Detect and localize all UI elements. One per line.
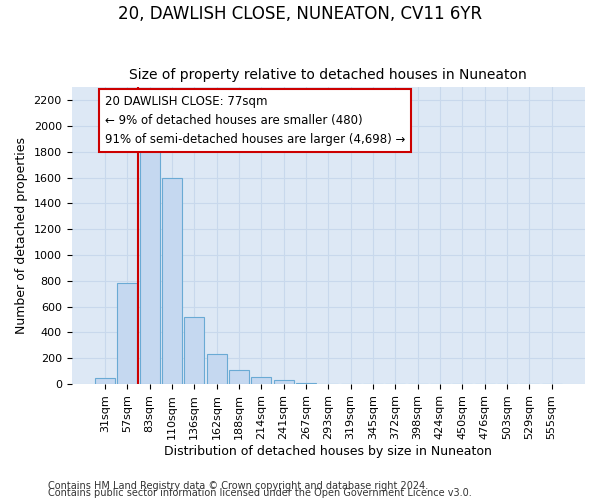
Title: Size of property relative to detached houses in Nuneaton: Size of property relative to detached ho…: [130, 68, 527, 82]
Bar: [95, 378, 115, 384]
Y-axis label: Number of detached properties: Number of detached properties: [15, 137, 28, 334]
Bar: [184, 317, 205, 384]
Text: Contains HM Land Registry data © Crown copyright and database right 2024.: Contains HM Land Registry data © Crown c…: [48, 481, 428, 491]
Text: 20 DAWLISH CLOSE: 77sqm
← 9% of detached houses are smaller (480)
91% of semi-de: 20 DAWLISH CLOSE: 77sqm ← 9% of detached…: [105, 95, 405, 146]
Bar: [206, 354, 227, 384]
Bar: [117, 284, 137, 384]
Bar: [229, 370, 249, 384]
Text: 20, DAWLISH CLOSE, NUNEATON, CV11 6YR: 20, DAWLISH CLOSE, NUNEATON, CV11 6YR: [118, 5, 482, 23]
Bar: [251, 377, 271, 384]
X-axis label: Distribution of detached houses by size in Nuneaton: Distribution of detached houses by size …: [164, 444, 492, 458]
Bar: [274, 380, 293, 384]
Bar: [162, 178, 182, 384]
Text: Contains public sector information licensed under the Open Government Licence v3: Contains public sector information licen…: [48, 488, 472, 498]
Bar: [140, 150, 160, 384]
